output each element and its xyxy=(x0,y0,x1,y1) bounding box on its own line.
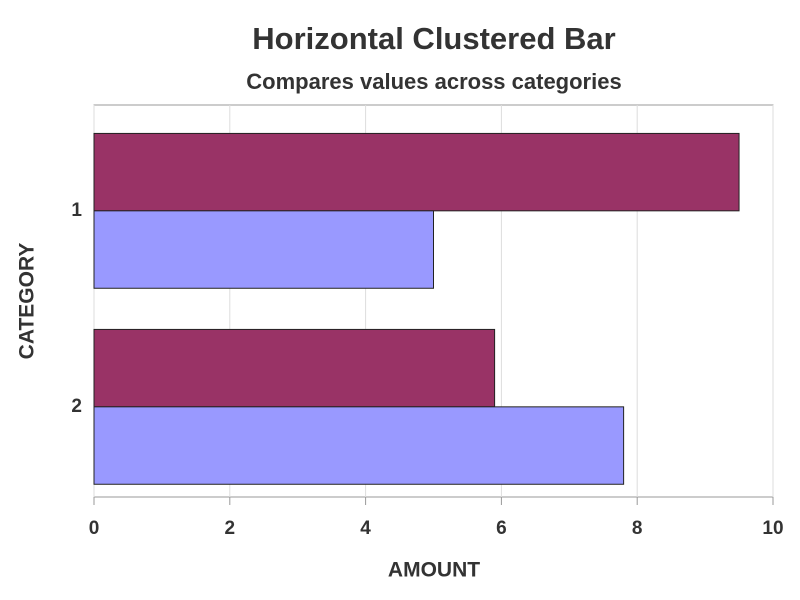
chart-title: Horizontal Clustered Bar xyxy=(252,21,615,56)
y-axis-label: CATEGORY xyxy=(16,243,39,360)
bar xyxy=(93,132,740,212)
bar xyxy=(93,328,496,408)
x-tick-label: 2 xyxy=(225,518,236,539)
x-tick-label: 0 xyxy=(89,518,100,539)
x-tick-label: 10 xyxy=(762,518,783,539)
y-tick-label: 1 xyxy=(71,200,82,221)
x-tick-label: 8 xyxy=(632,518,643,539)
chart-subtitle: Compares values across categories xyxy=(246,69,621,94)
x-axis-label: AMOUNT xyxy=(388,559,480,582)
y-tick-label: 2 xyxy=(71,396,82,417)
bar xyxy=(93,210,434,289)
bar xyxy=(93,406,625,485)
x-tick-label: 4 xyxy=(360,518,371,539)
x-tick-label: 6 xyxy=(496,518,507,539)
